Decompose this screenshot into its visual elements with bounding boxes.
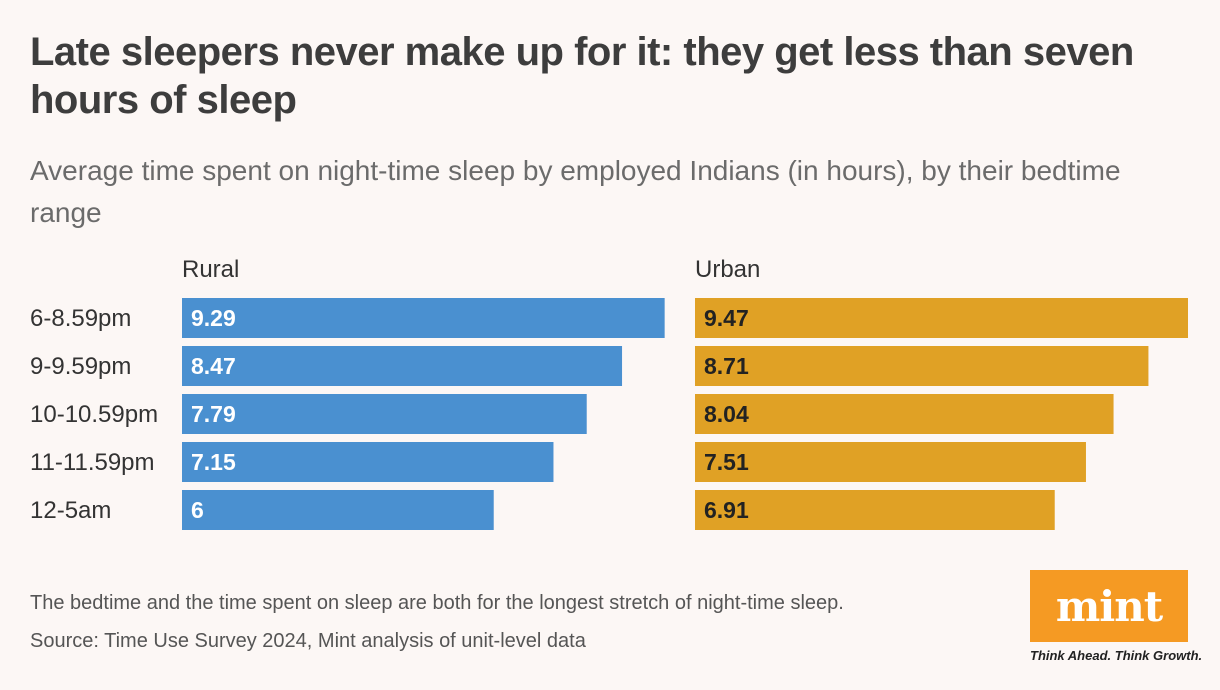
bar <box>695 490 1055 530</box>
category-label: 12-5am <box>30 497 111 524</box>
bar <box>182 394 587 434</box>
series-label: Rural <box>182 256 239 283</box>
chart-subtitle: Average time spent on night-time sleep b… <box>30 155 1121 228</box>
source-note: Source: Time Use Survey 2024, Mint analy… <box>30 630 586 652</box>
data-label: 7.15 <box>191 449 236 475</box>
bar <box>695 394 1114 434</box>
data-label: 8.47 <box>191 353 236 379</box>
category-label: 9-9.59pm <box>30 353 131 380</box>
chart-title: Late sleepers never make up for it: they… <box>30 30 1134 122</box>
mint-logo: mint <box>1030 570 1188 642</box>
data-label: 9.29 <box>191 305 236 331</box>
footnote: The bedtime and the time spent on sleep … <box>30 592 844 614</box>
bar <box>182 298 665 338</box>
series-label: Urban <box>695 256 760 283</box>
bar-chart: 6-8.59pm 9-9.59pm 10-10.59pm 11-11.59pm 12-5… <box>30 256 1188 530</box>
data-label: 8.71 <box>704 353 749 379</box>
data-label: 6 <box>191 497 204 523</box>
data-label: 9.47 <box>704 305 749 331</box>
category-label: 10-10.59pm <box>30 401 158 428</box>
data-label: 7.79 <box>191 401 236 427</box>
data-label: 6.91 <box>704 497 749 523</box>
bar <box>182 490 494 530</box>
bar <box>182 346 623 386</box>
bar <box>695 346 1149 386</box>
data-label: 7.51 <box>704 449 749 475</box>
category-label: 11-11.59pm <box>30 449 155 476</box>
bar <box>182 442 554 482</box>
category-label: 6-8.59pm <box>30 305 131 332</box>
bar <box>695 442 1086 482</box>
bar <box>695 298 1188 338</box>
logo-tagline: Think Ahead. Think Growth. <box>1030 648 1203 663</box>
data-label: 8.04 <box>704 401 749 427</box>
